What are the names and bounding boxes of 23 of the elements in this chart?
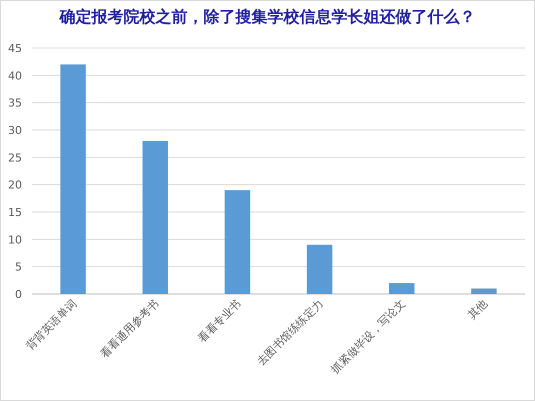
x-tick-label: 背背英语单词 (23, 296, 80, 353)
bar (60, 64, 86, 294)
y-tick-label: 15 (8, 206, 22, 219)
x-tick-label: 其他 (465, 296, 490, 322)
y-tick-label: 45 (8, 42, 22, 55)
y-tick-label: 0 (15, 288, 22, 301)
y-tick-label: 35 (8, 96, 22, 110)
y-tick-label: 25 (8, 151, 22, 164)
bar (142, 140, 168, 294)
x-tick-label: 去图书馆练练定力 (254, 296, 326, 368)
bar (224, 190, 250, 294)
x-tick-label: 看看专业书 (195, 296, 244, 346)
bar (389, 283, 414, 294)
y-tick-label: 5 (15, 260, 22, 274)
chart-title: 确定报考院校之前，除了搜集学校信息学长姐还做了什么？ (58, 7, 476, 26)
x-tick-label: 抓紧做毕设，写论文 (328, 296, 408, 376)
y-tick-label: 30 (8, 124, 22, 137)
x-tick-label: 看看通用参考书 (98, 296, 162, 361)
bar (306, 244, 332, 294)
y-tick-label: 10 (8, 233, 22, 246)
y-tick-label: 20 (8, 178, 22, 192)
bar (471, 288, 497, 294)
y-tick-label: 40 (8, 69, 22, 82)
